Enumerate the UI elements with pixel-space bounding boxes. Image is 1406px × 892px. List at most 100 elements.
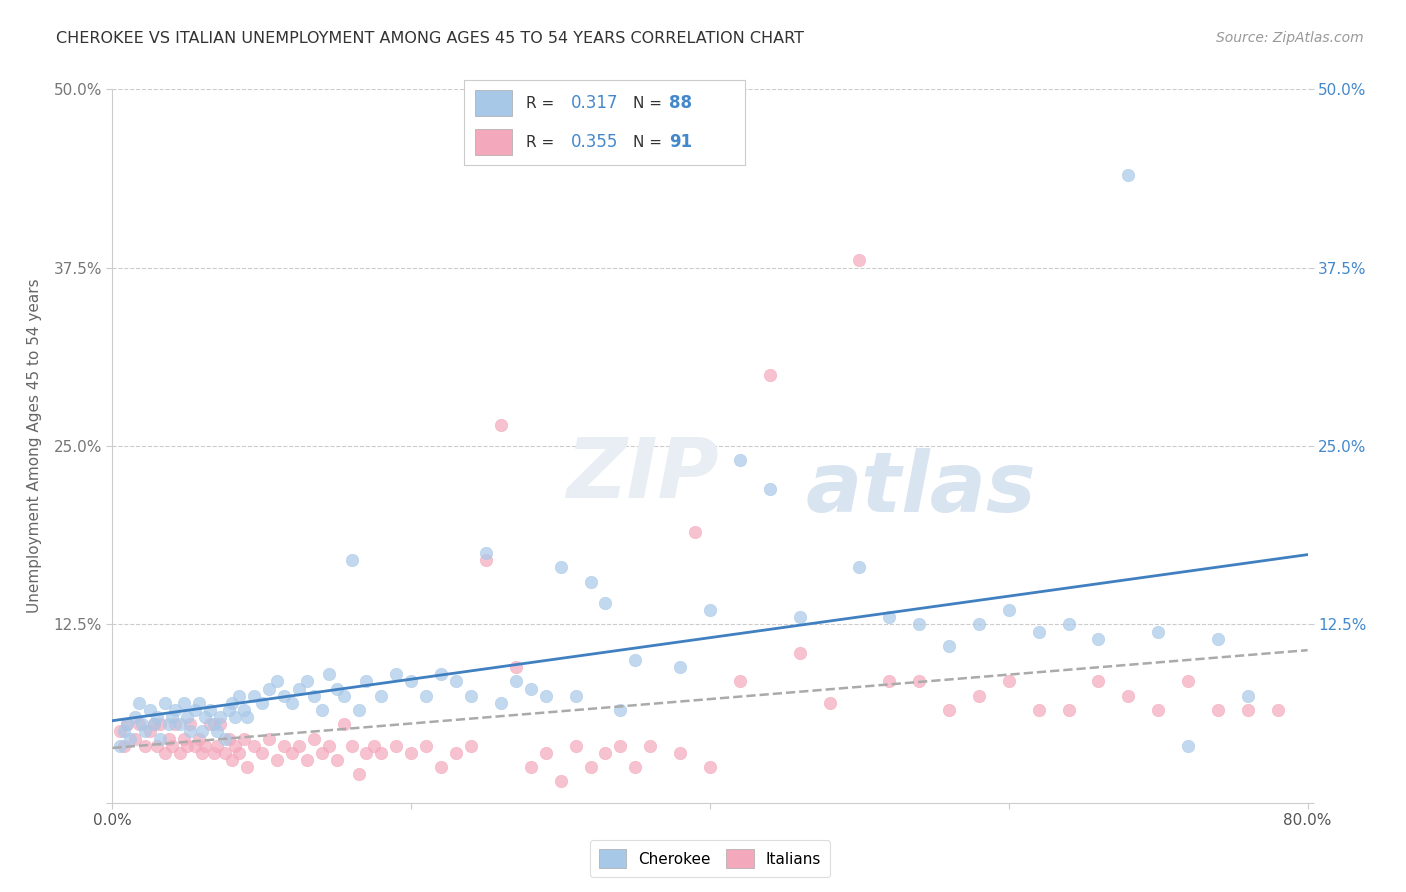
Point [202,746,225,760]
Point [564,689,586,703]
Point [318,739,340,753]
Point [157,717,180,731]
Point [236,710,259,724]
Point [176,710,198,724]
Text: R =: R = [526,95,560,111]
Point [669,746,692,760]
Point [146,710,169,724]
Point [444,746,467,760]
Point [998,674,1021,689]
Point [281,696,304,710]
Point [153,746,176,760]
Point [198,717,221,731]
Point [114,739,135,753]
Point [579,760,602,774]
Point [848,560,870,574]
Point [728,674,751,689]
Point [221,696,243,710]
Point [169,717,191,731]
Point [1206,703,1229,717]
Point [124,710,146,724]
Point [624,653,647,667]
Point [759,368,782,382]
Point [564,739,586,753]
Point [273,689,295,703]
Point [288,681,311,696]
Point [505,674,527,689]
Point [191,746,214,760]
Point [232,731,256,746]
Point [385,667,408,681]
Point [579,574,602,589]
Point [385,739,408,753]
Point [214,731,236,746]
Point [173,731,195,746]
Point [173,696,195,710]
Point [281,746,304,760]
Point [908,617,931,632]
Point [430,760,453,774]
Point [1147,703,1170,717]
Point [401,746,423,760]
Point [325,681,347,696]
Point [818,696,841,710]
Point [1237,703,1260,717]
Point [609,739,631,753]
Point [699,603,721,617]
Point [128,696,150,710]
Point [460,739,482,753]
Point [789,610,811,624]
Point [848,253,870,268]
Point [325,753,347,767]
Point [1118,689,1140,703]
Point [401,674,423,689]
Point [595,596,617,610]
Point [179,717,201,731]
Text: CHEROKEE VS ITALIAN UNEMPLOYMENT AMONG AGES 45 TO 54 YEARS CORRELATION CHART: CHEROKEE VS ITALIAN UNEMPLOYMENT AMONG A… [56,31,804,46]
Point [1147,624,1170,639]
Text: 88: 88 [669,95,692,112]
Point [250,696,273,710]
Point [266,674,288,689]
Point [149,731,172,746]
Point [728,453,751,467]
Point [250,746,273,760]
Point [340,739,363,753]
Text: Source: ZipAtlas.com: Source: ZipAtlas.com [1216,31,1364,45]
Point [243,739,266,753]
Point [595,746,617,760]
Point [1237,689,1260,703]
Text: R =: R = [526,135,560,150]
Point [208,710,231,724]
Point [302,731,325,746]
Point [534,746,557,760]
Text: 0.355: 0.355 [571,133,619,151]
Point [460,689,482,703]
Point [333,689,356,703]
Point [165,703,187,717]
Point [444,674,467,689]
Point [415,689,437,703]
Point [1087,674,1109,689]
Point [967,617,990,632]
Point [124,731,146,746]
FancyBboxPatch shape [475,90,512,116]
Point [370,689,392,703]
Point [218,731,240,746]
Point [534,689,557,703]
Text: ZIP: ZIP [567,434,720,515]
Point [295,753,318,767]
Point [415,739,437,753]
Point [146,739,169,753]
Point [134,739,156,753]
Point [176,739,198,753]
Point [318,667,340,681]
Point [131,717,153,731]
Point [149,717,172,731]
Text: 0.317: 0.317 [571,95,619,112]
Point [273,739,295,753]
Point [236,760,259,774]
Point [162,710,183,724]
Point [243,689,266,703]
Point [228,746,250,760]
